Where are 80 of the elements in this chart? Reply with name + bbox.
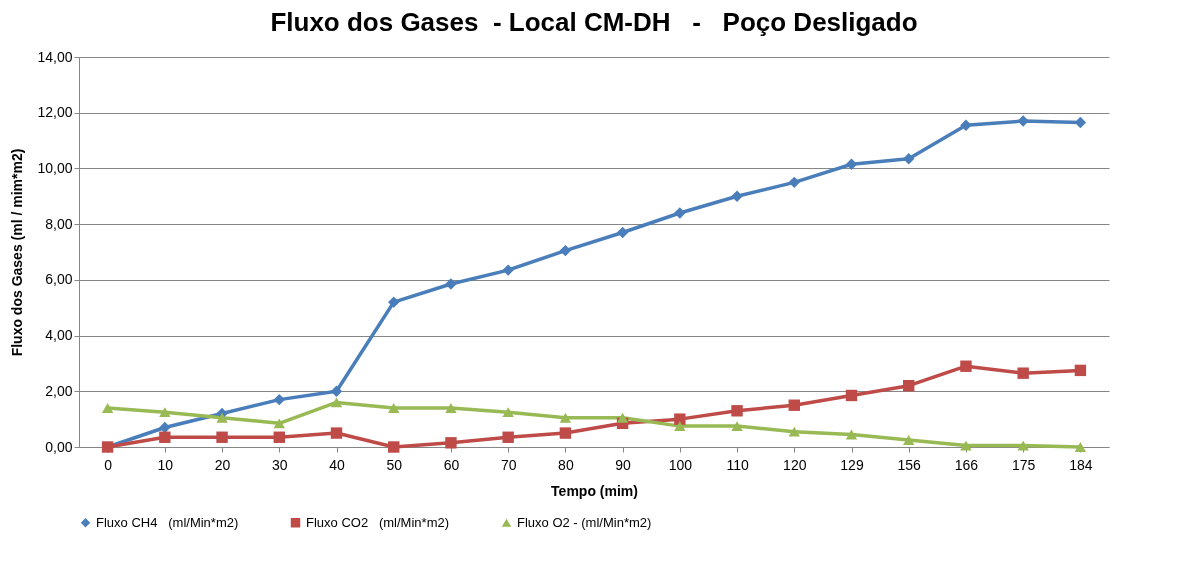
point (616, 412, 629, 423)
point (845, 389, 858, 402)
x-axis-title: Tempo (mim) (551, 482, 638, 499)
point (273, 431, 285, 443)
y-tick-label: 2,00 (45, 382, 73, 399)
y-tick-label: 12,00 (37, 104, 73, 121)
point (731, 405, 743, 417)
point (788, 399, 800, 411)
point (845, 429, 858, 440)
point (502, 431, 514, 443)
x-tick-label: 156 (897, 456, 922, 473)
point (960, 360, 972, 372)
point (445, 278, 457, 290)
point (960, 119, 972, 131)
y-axis-title: Fluxo dos Gases (ml / mim*m2) (9, 148, 26, 357)
point (674, 421, 686, 432)
point (388, 441, 400, 453)
x-tick-label: 50 (386, 456, 403, 473)
point (674, 207, 686, 219)
point (960, 440, 972, 451)
point (216, 412, 228, 423)
y-tick-label: 8,00 (45, 215, 73, 232)
point (903, 435, 915, 445)
point (903, 380, 915, 392)
point (1017, 440, 1029, 451)
x-tick-label: 40 (329, 456, 345, 473)
point (330, 385, 343, 397)
point (502, 264, 514, 276)
point (273, 393, 285, 406)
point (502, 407, 514, 418)
point (845, 158, 858, 170)
point (559, 244, 572, 257)
y-tick-label: 4,00 (45, 327, 73, 344)
x-tick-label: 80 (558, 456, 574, 473)
x-tick-label: 90 (615, 456, 632, 473)
x-tick-label: 0 (104, 456, 113, 473)
point (559, 427, 572, 439)
point (1017, 367, 1029, 379)
point (788, 176, 800, 189)
y-tick-label: 6,00 (45, 271, 73, 288)
point (674, 413, 686, 425)
point (445, 403, 457, 413)
point (159, 407, 171, 418)
point (903, 152, 915, 165)
point (216, 431, 228, 443)
point (445, 437, 457, 449)
point (330, 397, 343, 408)
x-tick-label: 70 (500, 456, 517, 473)
y-tick-label: 14,00 (37, 48, 73, 65)
x-tick-label: 175 (1011, 456, 1036, 473)
legend-label: Fluxo O2 - (ml/Min*m2) (517, 514, 652, 530)
x-tick-label: 129 (840, 456, 864, 473)
point (1074, 364, 1087, 377)
x-tick-label: 110 (726, 456, 749, 473)
x-tick-label: 184 (1069, 456, 1093, 473)
point (388, 296, 400, 308)
point (559, 412, 572, 423)
x-tick-label: 30 (271, 456, 288, 473)
x-tick-label: 166 (954, 456, 979, 473)
x-tick-label: 100 (668, 456, 693, 473)
point (1017, 115, 1029, 127)
point (101, 403, 114, 413)
y-tick-label: 10,00 (37, 159, 73, 176)
point (388, 403, 400, 413)
legend-label: Fluxo CH4 (ml/Min*m2) (96, 514, 239, 530)
point (159, 431, 171, 443)
point (731, 190, 743, 202)
x-tick-label: 10 (157, 456, 174, 473)
x-tick-label: 20 (214, 456, 231, 473)
point (731, 421, 743, 432)
x-tick-label: 60 (443, 456, 460, 473)
legend-label: Fluxo CO2 (ml/Min*m2) (306, 514, 450, 530)
point (1074, 442, 1087, 452)
point (273, 418, 285, 429)
point (330, 427, 343, 439)
point (788, 426, 800, 437)
chart-title: Fluxo dos Gases - Local CM-DH - Poço Desligado (270, 7, 918, 37)
y-tick-label: 0,00 (45, 438, 73, 455)
point (616, 226, 629, 239)
x-tick-label: 120 (783, 456, 807, 473)
